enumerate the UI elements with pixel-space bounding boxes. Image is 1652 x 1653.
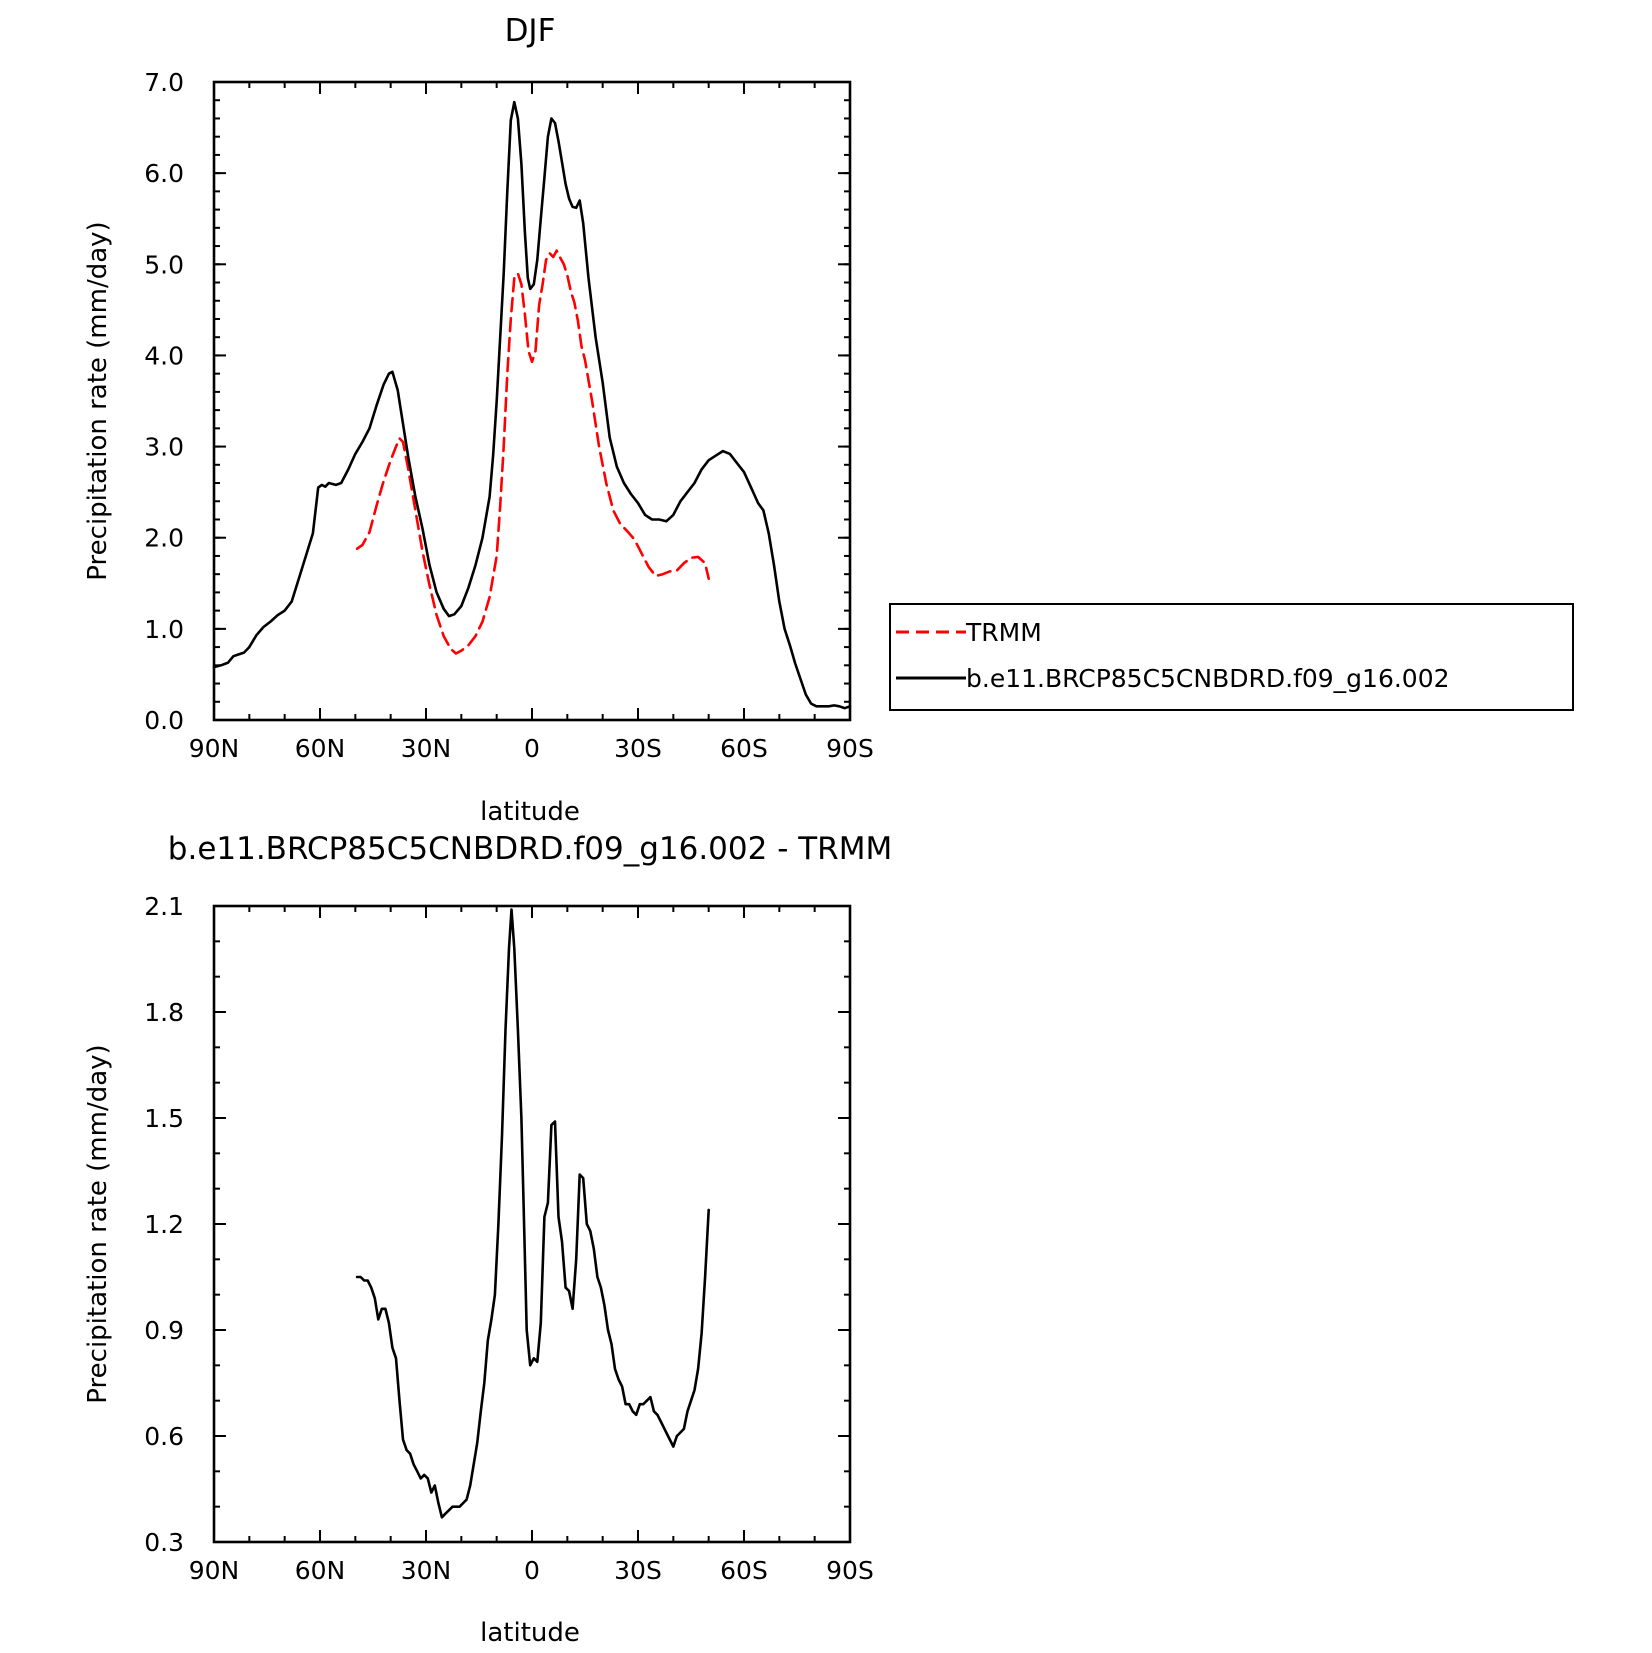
bottom-panel-x-tick-labels: 90N 60N 30N 0 30S 60S 90S [189,1556,874,1585]
x-tick-label: 0 [524,734,540,763]
y-tick-label: 0.3 [144,1528,184,1557]
bottom-panel-y-axis-label: Precipitation rate (mm/day) [83,1044,113,1403]
x-tick-label: 90S [826,734,874,763]
y-tick-label: 0.6 [144,1422,184,1451]
legend-box [889,603,1574,711]
x-tick-label: 60N [295,734,346,763]
y-tick-label: 1.0 [144,615,184,644]
y-tick-label: 1.8 [144,998,184,1027]
y-tick-label: 1.2 [144,1210,184,1239]
y-tick-label: 2.1 [144,892,184,921]
y-tick-label: 3.0 [144,433,184,462]
legend-label-trmm: TRMM [965,618,1042,647]
bottom-panel-series [355,908,710,1519]
x-tick-label: 90N [189,734,240,763]
y-tick-label: 6.0 [144,159,184,188]
series-line-model [212,100,852,710]
x-tick-label: 60S [720,1556,768,1585]
bottom-panel-title: b.e11.BRCP85C5CNBDRD.f09_g16.002 - TRMM [168,831,892,867]
bottom-panel: b.e11.BRCP85C5CNBDRD.f09_g16.002 - TRMM … [83,831,892,1648]
y-tick-label: 4.0 [144,341,184,370]
top-panel-title: DJF [505,13,556,49]
x-tick-label: 30N [401,734,452,763]
x-tick-label: 30S [614,1556,662,1585]
top-panel-plot-frame [212,80,852,722]
top-panel-x-axis-label: latitude [480,797,580,827]
top-panel-x-tick-labels: 90N 60N 30N 0 30S 60S 90S [189,734,874,763]
top-panel-series [212,100,852,710]
top-panel: DJF 0.0 1.0 2.0 3.0 4.0 5.0 6.0 7.0 90N 60N 30N 0 3… [83,13,1574,827]
x-tick-label: 90S [826,1556,874,1585]
bottom-panel-x-axis-label: latitude [480,1618,580,1648]
legend-label-model: b.e11.BRCP85C5CNBDRD.f09_g16.002 [966,664,1450,693]
y-tick-label: 7.0 [144,68,184,97]
x-tick-label: 0 [524,1556,540,1585]
y-tick-label: 1.5 [144,1104,184,1133]
bottom-panel-plot-frame [212,904,852,1544]
series-line-trmm [355,249,710,655]
top-panel-y-tick-labels: 0.0 1.0 2.0 3.0 4.0 5.0 6.0 7.0 [144,68,184,735]
y-tick-label: 5.0 [144,250,184,279]
x-tick-label: 90N [189,1556,240,1585]
top-panel-y-axis-label: Precipitation rate (mm/day) [83,221,113,580]
y-tick-label: 0.9 [144,1316,184,1345]
y-tick-label: 2.0 [144,524,184,553]
bottom-panel-y-tick-labels: 0.3 0.6 0.9 1.2 1.5 1.8 2.1 [144,892,184,1557]
series-line-difference [355,908,710,1519]
legend: TRMM b.e11.BRCP85C5CNBDRD.f09_g16.002 [889,603,1574,711]
x-tick-label: 60N [295,1556,346,1585]
y-tick-label: 0.0 [144,706,184,735]
x-tick-label: 30S [614,734,662,763]
x-tick-label: 60S [720,734,768,763]
x-tick-label: 30N [401,1556,452,1585]
